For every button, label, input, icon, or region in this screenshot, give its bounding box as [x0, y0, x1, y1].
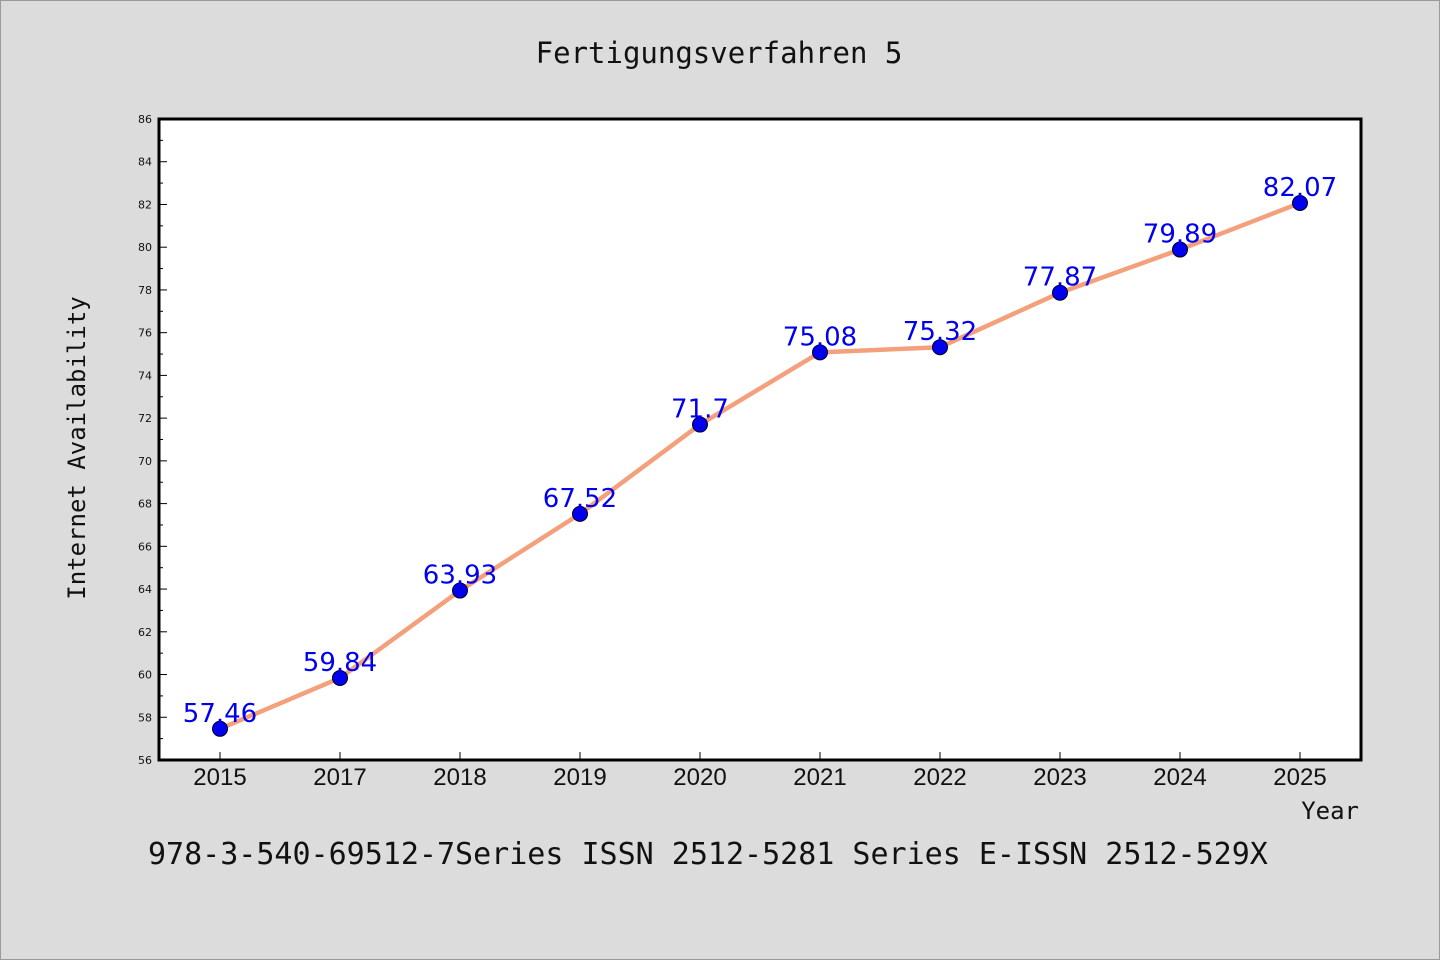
x-tick-label: 2018 — [433, 764, 486, 791]
x-axis: 2015 2017 2018 2019 2020 2021 2022 2023 2024 2025 — [193, 752, 1327, 791]
x-tick-label: 2015 — [193, 764, 246, 791]
data-label: 59.84 — [303, 648, 377, 678]
chart-title: Fertigungsverfahren 5 — [536, 36, 903, 70]
data-point-marker — [212, 720, 228, 737]
y-tick-label: 56 — [138, 754, 152, 767]
data-point-marker — [572, 505, 588, 522]
data-label: 71.7 — [671, 395, 729, 425]
series-line — [217, 200, 1303, 732]
y-axis-label: Internet Availability — [63, 296, 91, 599]
x-tick-label: 2019 — [553, 764, 606, 791]
series-group: 57.46 59.84 63.93 67.52 71.7 75.08 75.32 77.87 7… — [183, 173, 1337, 737]
data-label: 67.52 — [543, 484, 617, 514]
x-tick-label: 2025 — [1273, 764, 1326, 791]
data-point-marker — [692, 416, 708, 433]
y-tick-label: 58 — [138, 711, 152, 724]
y-tick-label: 62 — [138, 626, 152, 639]
x-tick-label: 2017 — [313, 764, 366, 791]
data-label: 75.32 — [903, 317, 977, 347]
y-tick-label: 76 — [138, 327, 152, 340]
data-point-marker — [932, 339, 948, 356]
x-tick-label: 2024 — [1153, 764, 1206, 791]
y-tick-label: 68 — [138, 498, 152, 511]
x-axis-label: Year — [1301, 797, 1359, 825]
data-label: 82.07 — [1263, 173, 1337, 203]
y-tick-label: 70 — [138, 455, 152, 468]
x-tick-label: 2023 — [1033, 764, 1086, 791]
data-point-marker — [1052, 284, 1068, 301]
data-point-marker — [332, 669, 348, 686]
y-tick-label: 86 — [138, 113, 152, 126]
data-point-marker — [812, 344, 828, 361]
data-label: 75.08 — [783, 322, 857, 352]
y-tick-label: 66 — [138, 540, 152, 553]
data-point-marker — [1292, 194, 1308, 211]
y-tick-label: 60 — [138, 669, 152, 682]
footer-isbn-text: 978-3-540-69512-7Series ISSN 2512-5281 S… — [148, 837, 1268, 872]
plot-area — [157, 117, 1363, 762]
y-tick-label: 72 — [138, 412, 152, 425]
y-tick-label: 78 — [138, 284, 152, 297]
data-label: 77.87 — [1023, 263, 1097, 293]
y-tick-label: 80 — [138, 241, 152, 254]
x-tick-label: 2020 — [673, 764, 726, 791]
y-axis: 56 58 60 62 64 66 68 70 72 74 76 78 80 82 84 86 — [138, 113, 167, 767]
data-label: 79.89 — [1143, 220, 1217, 250]
data-label: 57.46 — [183, 699, 257, 729]
data-point-marker — [452, 582, 468, 599]
y-tick-label: 74 — [138, 369, 152, 382]
x-tick-label: 2022 — [913, 764, 966, 791]
data-point-marker — [1172, 241, 1188, 258]
data-label: 63.93 — [423, 561, 497, 591]
x-tick-label: 2021 — [793, 764, 846, 791]
y-tick-label: 84 — [138, 156, 152, 169]
y-tick-label: 82 — [138, 198, 152, 211]
y-tick-label: 64 — [138, 583, 152, 596]
